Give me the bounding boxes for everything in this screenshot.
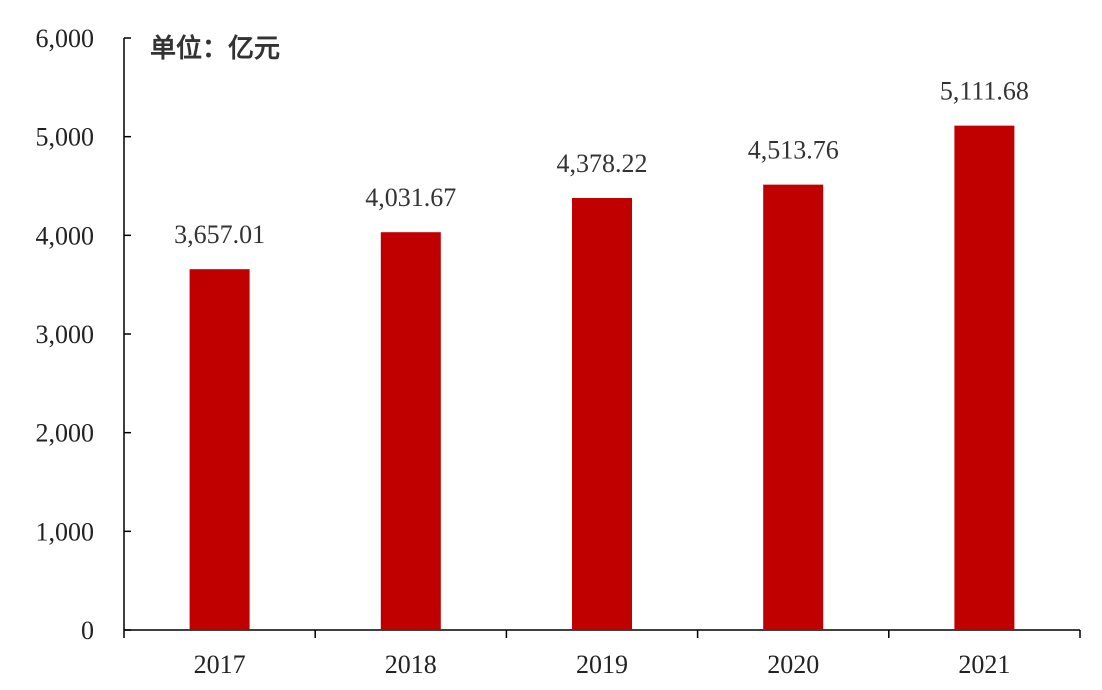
bar-2017: [189, 269, 250, 630]
x-tick-label: 2021: [958, 650, 1010, 679]
bar-2018: [380, 232, 441, 630]
bar-2020: [763, 184, 824, 631]
data-label-2021: 5,111.68: [940, 77, 1029, 106]
bars: [189, 125, 1015, 631]
unit-label: 单位：亿元: [150, 34, 281, 64]
data-labels: 3,657.01 4,031.67 4,378.22 4,513.76 5,111.68: [174, 77, 1029, 250]
y-tick-label: 0: [81, 616, 94, 645]
y-tick-label: 2,000: [36, 419, 95, 448]
data-label-2019: 4,378.22: [557, 149, 648, 178]
x-tick-label: 2017: [194, 650, 246, 679]
y-tick-label: 5,000: [36, 123, 95, 152]
data-label-2020: 4,513.76: [748, 136, 839, 165]
x-tick-label: 2020: [767, 650, 819, 679]
axes: 0 1,000 2,000 3,000 4,000 5,000 6,000 2017 2018 2…: [36, 24, 1081, 679]
bar-2019: [572, 198, 632, 630]
bar-2021: [954, 125, 1015, 630]
y-tick-label: 1,000: [36, 517, 95, 546]
x-tick-label: 2019: [576, 650, 628, 679]
data-label-2018: 4,031.67: [365, 183, 456, 212]
x-tick-label: 2018: [385, 650, 437, 679]
y-tick-label: 6,000: [36, 24, 95, 53]
y-tick-label: 3,000: [36, 320, 95, 349]
data-label-2017: 3,657.01: [174, 220, 265, 249]
y-tick-label: 4,000: [36, 221, 95, 250]
